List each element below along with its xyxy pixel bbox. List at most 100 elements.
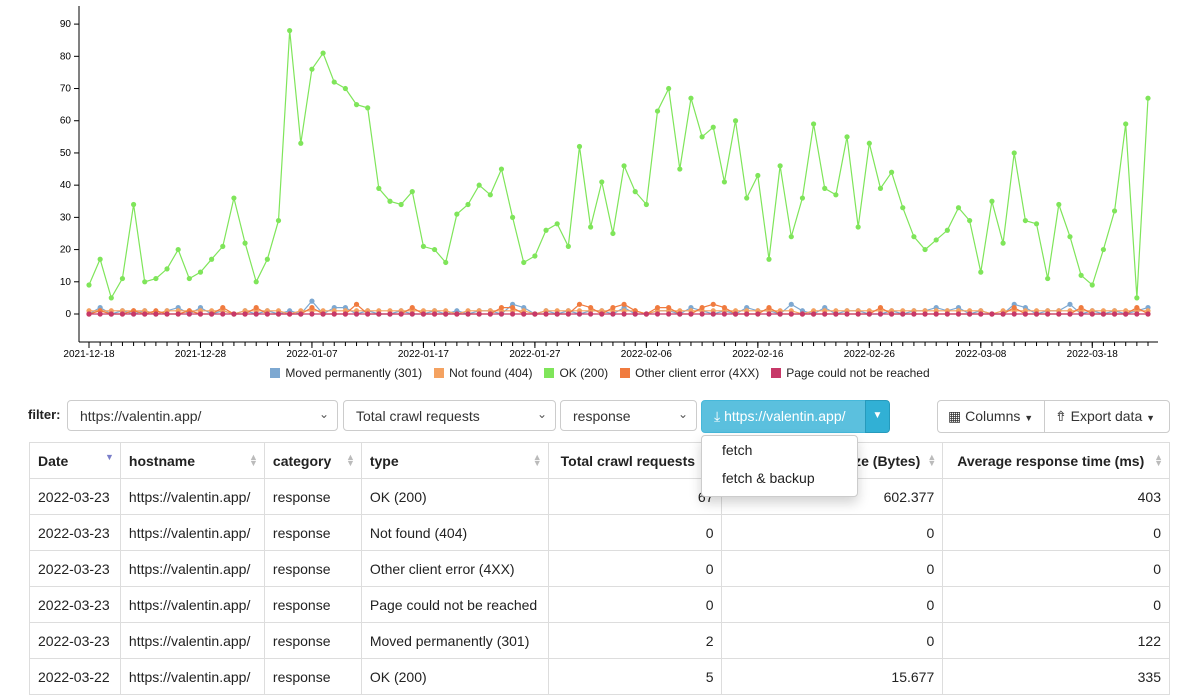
data-point [320,311,326,317]
data-point [532,311,538,317]
data-point [866,140,872,146]
data-point [543,311,549,317]
cell-hostname: https://valentin.app/ [119,586,265,623]
cell-download-size: 0 [721,622,944,659]
data-point [409,189,415,195]
data-point [443,259,449,266]
data-point [844,134,850,140]
data-point [420,243,427,249]
category-select[interactable]: response ⌄ [560,400,697,431]
data-point [911,234,917,240]
export-button-label: Export data [1070,408,1143,424]
sort-icon: ▲▼ [248,452,258,468]
column-header-type[interactable]: type ▲ ▼ [360,442,549,479]
data-point [554,311,560,317]
columns-button[interactable]: ▦ Columns ▼ [937,400,1045,433]
data-point [1100,311,1107,317]
data-point [799,195,806,201]
cell-category: response [263,550,362,587]
cell-download-size: 0 [721,550,944,587]
column-header-date[interactable]: Date ▼ [29,442,121,479]
data-point [509,304,516,311]
cell-download-size: 0 [721,586,944,623]
cell-category: response [263,478,362,515]
download-options-toggle[interactable]: ▼ [865,400,890,433]
data-point [164,266,170,272]
data-point [320,50,326,56]
data-point [766,304,772,311]
cell-hostname: https://valentin.app/ [119,514,265,551]
filter-label: filter: [28,407,61,422]
x-tick-label: 2022-02-06 [621,349,673,360]
data-point [1011,304,1017,311]
data-point [242,311,248,317]
column-header-total-crawl-requests[interactable]: Total crawl requests▲▼ [547,442,723,479]
data-point [509,311,516,317]
data-point [989,198,995,204]
cell-avg-response-time: 0 [942,550,1170,587]
menu-item-fetch-backup[interactable]: fetch & backup [722,470,815,486]
data-point [331,311,337,317]
data-point [498,304,505,311]
data-point [643,311,649,317]
column-header-hostname[interactable]: hostname ▲ ▼ [119,442,265,479]
data-point [822,311,828,317]
chart-legend: Moved permanently (301) Not found (404) … [0,366,1200,380]
metric-select[interactable]: Total crawl requests ⌄ [343,400,556,431]
hostname-select[interactable]: https://valentin.app/ ⌄ [67,400,338,431]
caret-down-icon: ▼ [1146,413,1156,423]
data-point [521,259,527,266]
cell-type: Page could not be reached [360,586,549,623]
cell-avg-response-time: 0 [942,586,1170,623]
legend-item-4xx[interactable]: Other client error (4XX) [620,366,759,380]
legend-item-200[interactable]: OK (200) [544,366,608,380]
export-data-button[interactable]: ⇮ Export data ▼ [1044,400,1170,433]
grid-icon: ▦ [948,408,962,424]
data-point [1067,311,1073,317]
data-point [275,311,282,317]
y-tick-label: 10 [60,277,72,288]
data-point [632,189,638,195]
cell-date: 2022-03-23 [29,478,121,515]
data-point [588,224,594,230]
legend-item-404[interactable]: Not found (404) [434,366,532,380]
column-header-category[interactable]: category ▲ ▼ [263,442,362,479]
cell-total-crawl-requests: 67 [547,478,723,515]
data-point [220,311,226,317]
data-point [732,118,739,124]
data-point [721,304,728,311]
data-point [387,198,393,204]
data-point [677,311,683,317]
data-point [688,311,694,317]
data-point [666,311,672,317]
legend-item-unreachable[interactable]: Page could not be reached [771,366,930,380]
sort-icon: ▲▼ [345,452,355,468]
data-point [142,311,148,317]
column-header-avg-response-time[interactable]: Average response time (ms) ▲ ▼ [942,442,1170,479]
y-tick-label: 20 [60,245,72,256]
data-point [1078,272,1084,278]
data-point [242,240,248,246]
data-point [309,311,315,317]
cell-type: OK (200) [360,658,549,695]
download-options-menu: fetch fetch & backup [701,435,858,497]
legend-item-301[interactable]: Moved permanently (301) [270,366,422,380]
data-point [142,279,148,285]
data-point [922,311,928,317]
data-point [554,221,560,227]
table-row: 2022-03-23 https://valentin.app/ respons… [29,514,1170,551]
data-point [365,311,371,317]
crawl-stats-table: Date ▼ hostname ▲ ▼ category ▲ ▼ type ▲ ▼ Total… [29,442,1170,695]
data-point [565,311,571,317]
data-point [1100,246,1107,253]
cell-type: Other client error (4XX) [360,550,549,587]
cell-download-size: 0 [721,514,944,551]
data-point [699,134,705,140]
hostname-select-value: https://valentin.app/ [80,408,202,424]
data-point [398,201,404,208]
menu-item-fetch[interactable]: fetch [722,442,753,458]
download-button[interactable]: ⤓ https://valentin.app/ [701,400,866,433]
sort-icon: ▲▼ [1154,452,1163,468]
data-point [621,163,627,169]
y-tick-label: 40 [60,180,72,191]
